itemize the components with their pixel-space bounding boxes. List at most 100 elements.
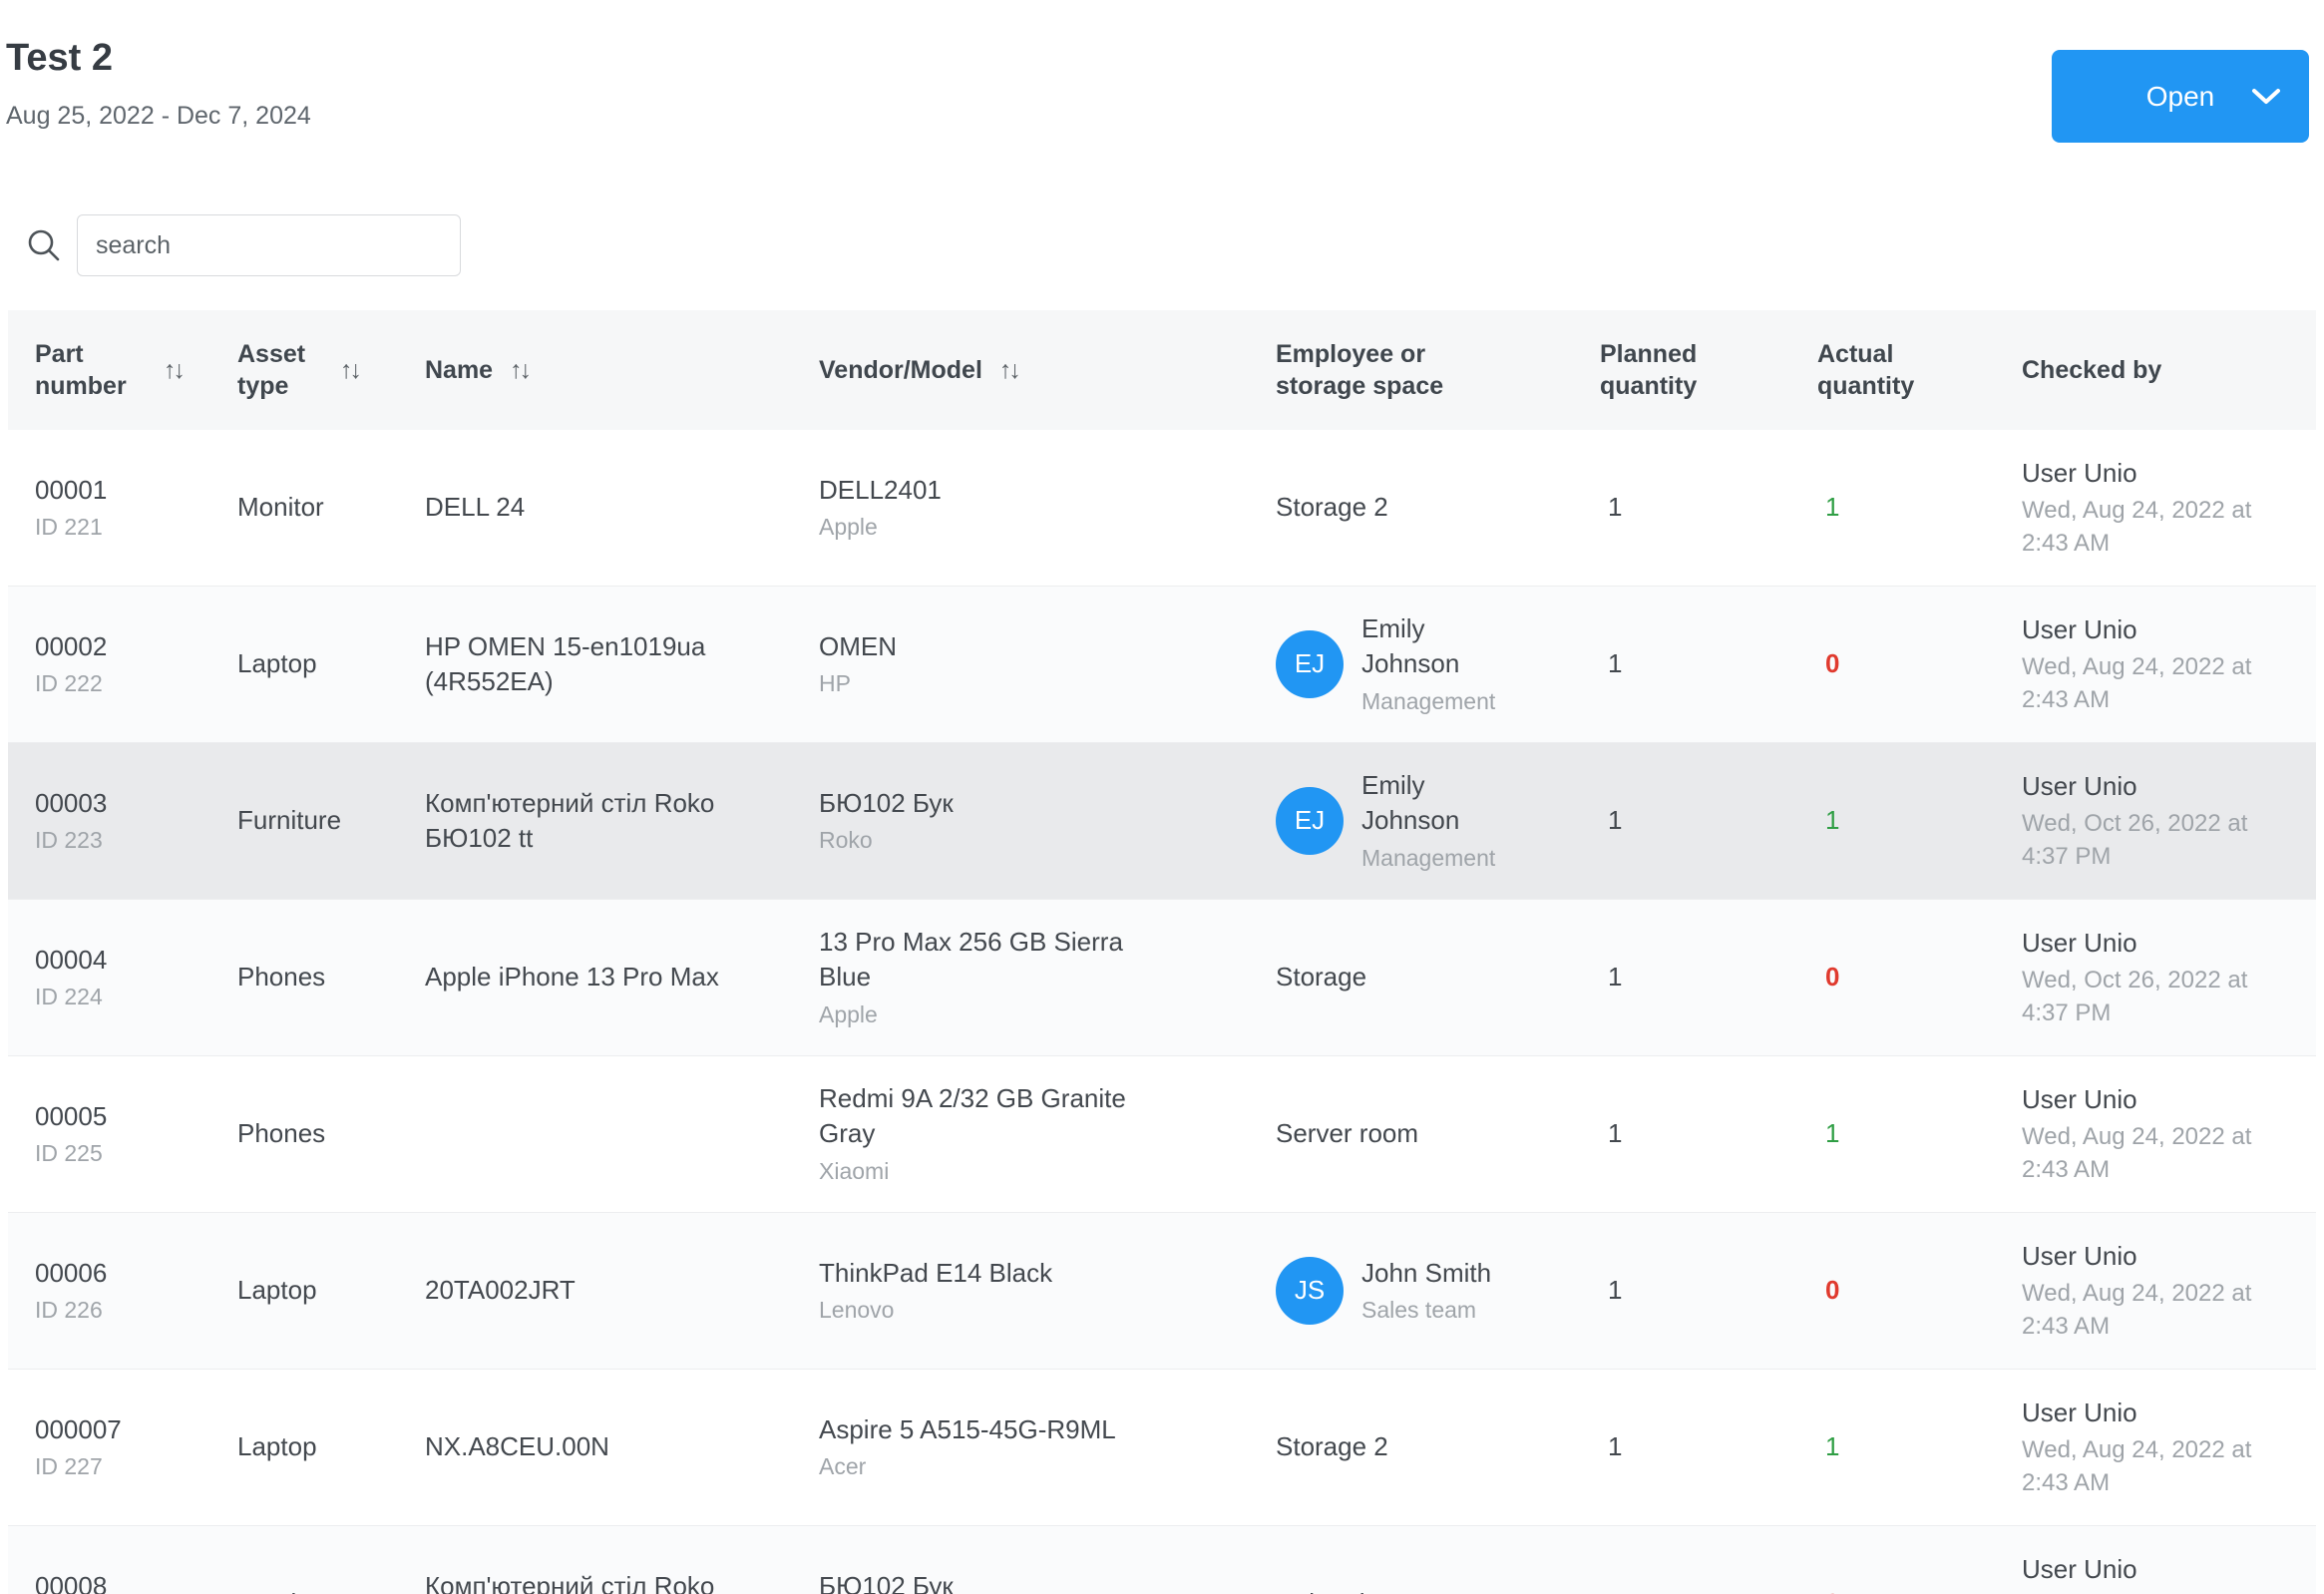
- asset-name: Комп'ютерний стіл Roko БЮ102 tt: [425, 787, 715, 853]
- asset-name: Комп'ютерний стіл Roko БЮ102: [425, 1570, 715, 1594]
- column-header-checked-by: Checked by: [2022, 354, 2316, 387]
- table-row[interactable]: 00003 ID 223 Furniture Комп'ютерний стіл Ro…: [8, 743, 2316, 900]
- name-cell: Apple iPhone 13 Pro Max: [425, 960, 819, 995]
- planned-quantity-cell: 1: [1600, 803, 1817, 838]
- column-label: Checked by: [2022, 355, 2162, 384]
- table-row[interactable]: 00008ID 228Furniture Комп'ютерний стіл Ro…: [8, 1526, 2316, 1594]
- part-number-cell: 00008ID 228: [35, 1569, 237, 1594]
- sort-icon[interactable]: ↑↓: [164, 355, 186, 384]
- vendor-model-cell: OMEN HP: [819, 629, 1276, 699]
- sort-icon[interactable]: ↑↓: [340, 355, 362, 384]
- asset-type: Furniture: [237, 1586, 403, 1594]
- page-title: Test 2: [6, 37, 114, 79]
- employee-info: John Smith Sales team: [1361, 1256, 1491, 1326]
- table-row[interactable]: 00002 ID 222 Laptop HP OMEN 15-en1019ua (4R…: [8, 587, 2316, 743]
- checked-by-cell: User Unio Wed, Aug 24, 2022 at 2:43 AM: [2022, 1239, 2316, 1343]
- employee-team: Management: [1361, 687, 1496, 714]
- sort-icon[interactable]: ↑↓: [510, 355, 532, 384]
- column-header-asset-type[interactable]: Asset type ↑↓: [237, 338, 425, 403]
- column-header-actual-quantity: Actual quantity: [1817, 338, 2022, 403]
- actual-quantity-cell: 0: [1817, 1586, 2022, 1594]
- name-cell: Комп'ютерний стіл Roko БЮ102 tt: [425, 786, 819, 856]
- asset-name: DELL 24: [425, 492, 526, 523]
- column-label: Planned quantity: [1600, 339, 1698, 401]
- asset-name: HP OMEN 15-en1019ua (4R552EA): [425, 630, 706, 696]
- model-name: 13 Pro Max 256 GB Sierra Blue: [819, 927, 1123, 993]
- checked-at: Wed, Aug 24, 2022 at 2:43 AM: [2022, 1123, 2252, 1183]
- actual-quantity: 0: [1817, 1586, 2000, 1594]
- actual-quantity-cell: 1: [1817, 490, 2022, 525]
- name-cell: DELL 24: [425, 490, 819, 525]
- actual-quantity-cell: 1: [1817, 1116, 2022, 1151]
- checked-by-cell: User Unio Wed, Oct 26, 2022 at 4:37 PM: [2022, 926, 2316, 1029]
- table-row[interactable]: 00006 ID 226 Laptop 20TA002JRT ThinkPad E14 …: [8, 1213, 2316, 1370]
- table-row[interactable]: 00004 ID 224 Phones Apple iPhone 13 Pro Max…: [8, 900, 2316, 1056]
- planned-quantity: 1: [1608, 1118, 1623, 1149]
- checked-at: Wed, Aug 24, 2022 at 2:43 AM: [2022, 497, 2252, 557]
- vendor-name: Apple: [819, 1000, 878, 1027]
- table-row[interactable]: 00001 ID 221 Monitor DELL 24 DELL2401 Apple St…: [8, 430, 2316, 587]
- vendor-model-cell: DELL2401 Apple: [819, 473, 1276, 543]
- asset-type-cell: Monitor: [237, 490, 425, 525]
- planned-quantity: 1: [1600, 1586, 1795, 1594]
- asset-name: 20TA002JRT: [425, 1275, 576, 1306]
- name-cell: HP OMEN 15-en1019ua (4R552EA): [425, 629, 819, 699]
- date-range: Aug 25, 2022 - Dec 7, 2024: [6, 101, 311, 130]
- employee-or-storage-cell: Storage: [1276, 960, 1600, 995]
- actual-quantity: 1: [1825, 1431, 1840, 1462]
- vendor-name: Xiaomi: [819, 1157, 890, 1184]
- planned-quantity-cell: 1: [1600, 646, 1817, 681]
- part-number: 00006: [35, 1257, 108, 1288]
- checked-by-user: User Unio: [2022, 458, 2137, 489]
- storage-location: Storage 2: [1276, 1431, 1388, 1462]
- asset-type-cell: Laptop: [237, 646, 425, 681]
- sort-icon[interactable]: ↑↓: [998, 355, 1021, 384]
- vendor-name: Lenovo: [819, 1297, 895, 1324]
- employee-name: Emily Johnson: [1361, 613, 1460, 679]
- search-icon: [25, 226, 63, 264]
- column-header-vendor-model[interactable]: Vendor/Model ↑↓: [819, 354, 1276, 387]
- planned-quantity: 1: [1608, 805, 1623, 836]
- search-input[interactable]: [77, 214, 461, 276]
- asset-type: Monitor: [237, 492, 324, 523]
- vendor-model-cell: ThinkPad E14 Black Lenovo: [819, 1256, 1276, 1326]
- asset-type: Phones: [237, 1118, 326, 1149]
- checked-by-cell: User Unio Wed, Aug 24, 2022 at 2:43 AM: [2022, 1395, 2316, 1499]
- actual-quantity-cell: 1: [1817, 1429, 2022, 1464]
- employee-or-storage-cell: Server room: [1276, 1116, 1600, 1151]
- asset-type: Laptop: [237, 648, 317, 679]
- model-name: ThinkPad E14 Black: [819, 1257, 1053, 1288]
- table-row[interactable]: 00005 ID 225 Phones Redmi 9A 2/32 GB Granit…: [8, 1056, 2316, 1213]
- checked-at: Wed, Aug 24, 2022 at 2:43 AM: [2022, 1436, 2252, 1496]
- asset-type-cell: Furniture: [237, 803, 425, 838]
- column-header-name[interactable]: Name ↑↓: [425, 354, 819, 387]
- model-name: БЮ102 Бук: [819, 1570, 954, 1594]
- vendor-model-cell: Redmi 9A 2/32 GB Granite Gray Xiaomi: [819, 1081, 1276, 1186]
- table-row[interactable]: 000007 ID 227 Laptop NX.A8CEU.00N Aspire 5 A…: [8, 1370, 2316, 1526]
- checked-by-user: User Unio: [2022, 614, 2137, 645]
- checked-by-cell: User Unio Wed, Aug 24, 2022 at 2:43 AM: [2022, 456, 2316, 560]
- chevron-down-icon: [2251, 81, 2281, 113]
- title-block: Test 2 Aug 25, 2022 - Dec 7, 2024: [6, 36, 311, 131]
- table-body: 00001 ID 221 Monitor DELL 24 DELL2401 Apple St…: [8, 430, 2316, 1594]
- assets-table: Part number ↑↓ Asset type ↑↓ Name ↑↓ Ven…: [8, 310, 2316, 1594]
- part-number-cell: 000007 ID 227: [35, 1412, 237, 1482]
- table-header: Part number ↑↓ Asset type ↑↓ Name ↑↓ Ven…: [8, 310, 2316, 430]
- open-button-label: Open: [2145, 80, 2215, 112]
- actual-quantity: 0: [1825, 962, 1840, 993]
- asset-type: Laptop: [237, 1275, 317, 1306]
- column-header-part-number[interactable]: Part number ↑↓: [35, 338, 237, 403]
- asset-name: Apple iPhone 13 Pro Max: [425, 962, 719, 993]
- actual-quantity: 0: [1825, 648, 1840, 679]
- planned-quantity-cell: 1: [1600, 1586, 1817, 1594]
- open-status-button[interactable]: Open: [2052, 50, 2309, 143]
- planned-quantity-cell: 1: [1600, 1116, 1817, 1151]
- column-label: Vendor/Model: [819, 355, 982, 384]
- checked-by-user: User Unio: [2022, 1084, 2137, 1115]
- employee-info: Emily Johnson Management: [1361, 611, 1513, 716]
- checked-at: Wed, Aug 24, 2022 at 2:43 AM: [2022, 1280, 2252, 1340]
- top-bar: Test 2 Aug 25, 2022 - Dec 7, 2024 Open: [0, 36, 2324, 143]
